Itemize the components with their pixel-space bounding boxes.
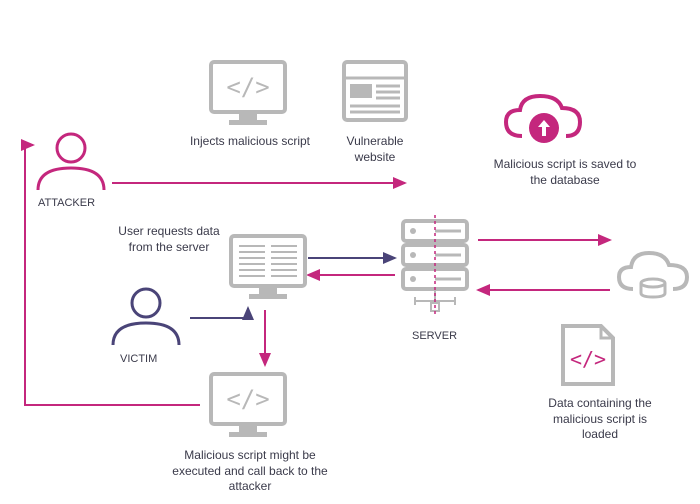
arrow-victim-monitor (190, 308, 248, 318)
server-label: SERVER (412, 329, 457, 343)
server-icon (395, 215, 475, 325)
code-doc-label: Data containing the malicious script is … (535, 396, 665, 443)
monitor-label: User requests data from the server (116, 224, 222, 255)
code-doc-icon: </> (555, 320, 621, 392)
code-monitor-top-icon: </> (205, 58, 291, 130)
attacker-label: ATTACKER (38, 196, 95, 210)
cloud-db-icon (615, 245, 695, 305)
code2-label: Malicious script might be executed and c… (170, 448, 330, 495)
browser-label: Vulnerable website (340, 134, 410, 165)
cloud-up-label: Malicious script is saved to the databas… (490, 157, 640, 188)
victim-icon (105, 285, 187, 351)
code1-label: Injects malicious script (175, 134, 325, 150)
attacker-icon (30, 130, 112, 196)
svg-text:</>: </> (226, 73, 269, 101)
monitor-icon (225, 232, 311, 304)
browser-icon (340, 58, 410, 130)
code-monitor-bottom-icon: </> (205, 370, 291, 442)
svg-text:</>: </> (570, 347, 606, 371)
victim-label: VICTIM (120, 352, 157, 366)
svg-text:</>: </> (226, 385, 269, 413)
cloud-upload-icon (500, 90, 590, 150)
